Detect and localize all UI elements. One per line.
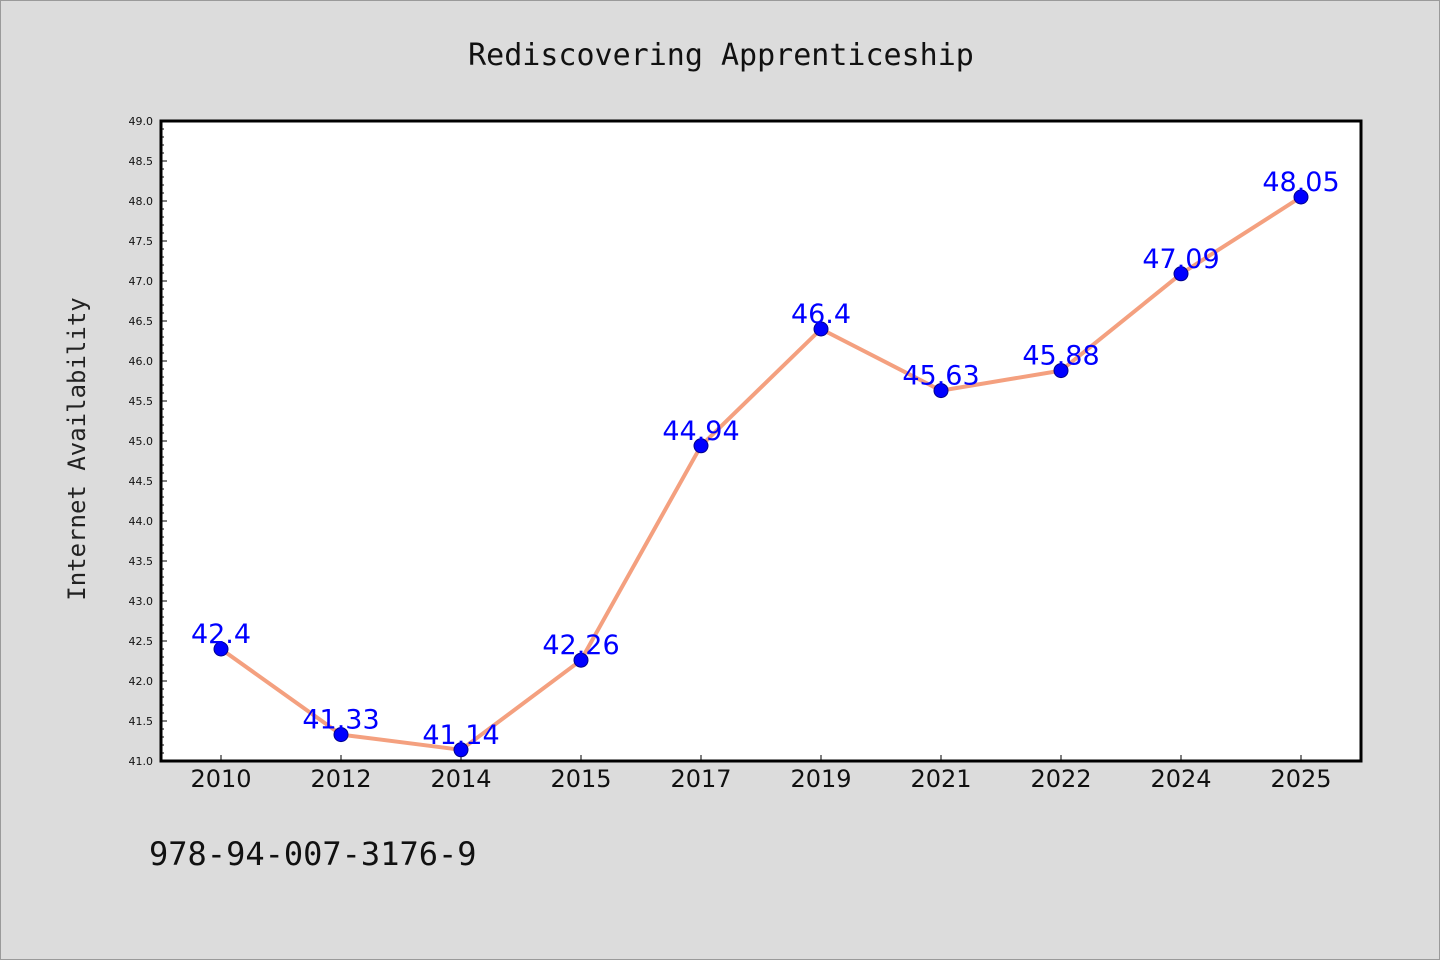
y-tick-label: 49.0 <box>129 115 154 128</box>
data-label: 46.4 <box>791 299 851 330</box>
y-tick-label: 46.0 <box>129 355 154 368</box>
x-tick-label: 2019 <box>790 765 851 793</box>
x-tick-label: 2015 <box>550 765 611 793</box>
x-tick-label: 2024 <box>1150 765 1211 793</box>
data-label: 44.94 <box>662 416 739 447</box>
data-point <box>573 652 589 668</box>
data-point <box>213 641 229 657</box>
y-axis-label: Internet Availability <box>63 297 91 600</box>
y-tick-label: 44.0 <box>129 515 154 528</box>
data-point <box>453 742 469 758</box>
data-label: 45.88 <box>1022 341 1099 372</box>
y-tick-label: 41.0 <box>129 755 154 768</box>
x-tick-label: 2010 <box>190 765 251 793</box>
data-point <box>933 383 949 399</box>
data-label: 42.26 <box>542 630 619 661</box>
y-tick-label: 47.0 <box>129 275 154 288</box>
data-point <box>813 321 829 337</box>
data-point <box>1293 189 1309 205</box>
plot-area <box>159 119 1363 763</box>
data-series <box>213 189 1309 758</box>
chart-title: Rediscovering Apprenticeship <box>468 38 974 73</box>
y-tick-label: 44.5 <box>129 475 154 488</box>
y-tick-label: 41.5 <box>129 715 154 728</box>
y-tick-label: 47.5 <box>129 235 154 248</box>
y-tick-label: 45.0 <box>129 435 154 448</box>
data-label: 42.4 <box>191 619 251 650</box>
x-tick-label: 2012 <box>310 765 371 793</box>
y-tick-label: 43.0 <box>129 595 154 608</box>
x-tick-label: 2017 <box>670 765 731 793</box>
data-point <box>333 727 349 743</box>
x-tick-label: 2025 <box>1270 765 1331 793</box>
x-tick-label: 2022 <box>1030 765 1091 793</box>
x-axis-ticks: 2010 2012 2014 2015 2017 2019 2021 2022 2024 2025 <box>190 755 1332 793</box>
y-tick-label: 43.5 <box>129 555 154 568</box>
data-point <box>1173 266 1189 282</box>
x-tick-label: 2014 <box>430 765 491 793</box>
y-tick-label: 42.5 <box>129 635 154 648</box>
isbn-text: 978-94-007-3176-9 <box>149 835 477 873</box>
y-axis-ticks: 41.0 41.5 42.0 42.5 43.0 43.5 44.0 44.5 45.0 45.5… <box>129 115 167 768</box>
data-labels: 42.4 41.33 41.14 42.26 44.94 46.4 45.63 45.88 47… <box>191 167 1340 751</box>
y-tick-label: 46.5 <box>129 315 154 328</box>
y-tick-label: 42.0 <box>129 675 154 688</box>
y-tick-label: 45.5 <box>129 395 154 408</box>
data-point <box>693 438 709 454</box>
y-tick-label: 48.0 <box>129 195 154 208</box>
data-label: 41.14 <box>422 720 499 751</box>
y-tick-label: 48.5 <box>129 155 154 168</box>
data-label: 45.63 <box>902 361 979 392</box>
x-tick-label: 2021 <box>910 765 971 793</box>
data-label: 47.09 <box>1142 244 1219 275</box>
data-point <box>1053 363 1069 379</box>
data-label: 48.05 <box>1262 167 1339 198</box>
data-label: 41.33 <box>302 705 379 736</box>
series-line <box>219 195 1303 752</box>
